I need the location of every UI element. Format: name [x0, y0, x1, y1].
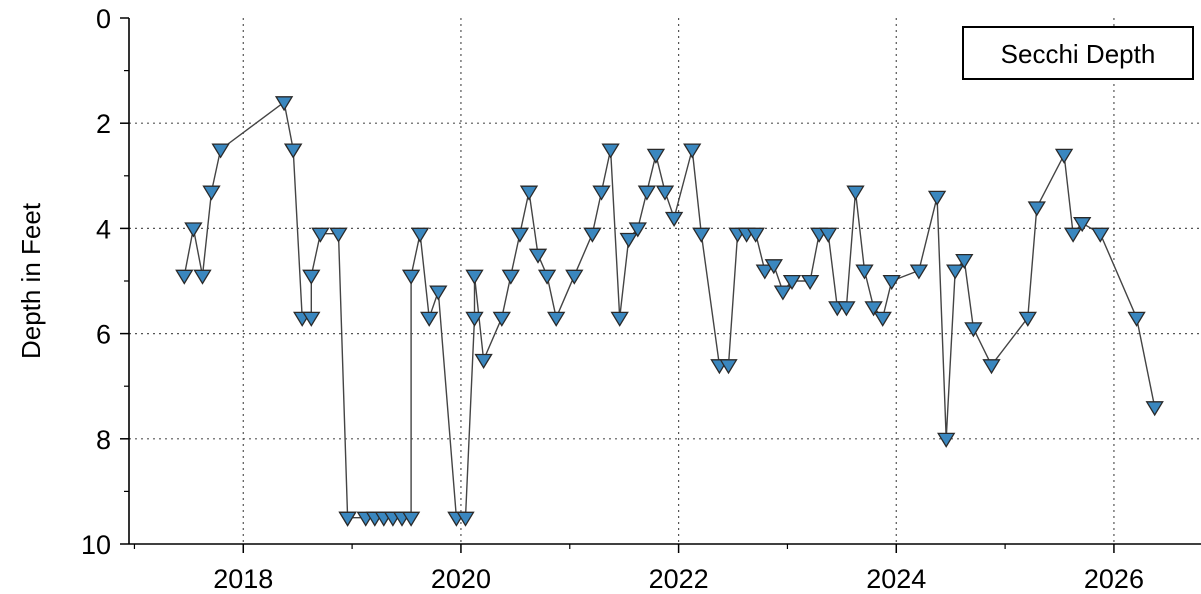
data-point: [537, 269, 557, 285]
data-point: [855, 264, 874, 280]
data-point: [429, 285, 448, 301]
data-point: [1027, 201, 1046, 217]
data-point: [664, 211, 684, 227]
data-point: [302, 311, 321, 327]
data-point: [755, 264, 774, 280]
data-point: [619, 232, 638, 248]
data-point: [1018, 311, 1037, 327]
grid-lines: [129, 18, 1201, 544]
data-point: [302, 269, 321, 285]
data-point: [1145, 401, 1164, 417]
data-point: [202, 185, 221, 201]
x-tick-label: 2024: [866, 564, 926, 594]
x-tick-label: 2020: [431, 564, 491, 594]
data-point: [565, 269, 584, 285]
data-point: [519, 185, 539, 201]
data-point: [284, 143, 303, 159]
data-point: [637, 185, 657, 201]
data-point: [338, 511, 357, 527]
data-point: [610, 311, 629, 327]
data-point: [465, 269, 484, 285]
data-point: [601, 143, 620, 159]
data-point: [456, 511, 475, 527]
data-point: [692, 227, 711, 243]
data-point: [501, 269, 520, 285]
data-point: [909, 264, 929, 280]
data-point: [683, 143, 702, 159]
data-point: [420, 311, 439, 327]
y-tick-label: 0: [96, 4, 111, 34]
x-tick-label: 2026: [1084, 564, 1144, 594]
data-point: [547, 311, 566, 327]
data-point: [846, 185, 865, 201]
x-tick-label: 2022: [649, 564, 709, 594]
data-point: [274, 96, 294, 112]
data-point: [510, 227, 530, 243]
data-point: [592, 185, 611, 201]
data-point: [819, 227, 838, 243]
data-point: [982, 359, 1001, 375]
data-point: [1091, 227, 1110, 243]
data-point: [655, 185, 675, 201]
data-point: [946, 264, 965, 280]
legend: Secchi Depth: [962, 26, 1194, 80]
data-point: [937, 432, 956, 448]
x-tick-label: 2018: [213, 564, 273, 594]
data-point: [927, 190, 947, 206]
series-line: [183, 100, 1156, 519]
legend-label: Secchi Depth: [1001, 39, 1156, 69]
data-point: [474, 353, 493, 369]
data-point: [746, 227, 765, 243]
data-point: [1063, 227, 1083, 243]
data-point: [646, 148, 666, 164]
y-tick-label: 2: [96, 109, 111, 139]
data-point: [864, 301, 883, 317]
data-point: [528, 248, 548, 264]
data-point: [964, 322, 983, 338]
y-tick-label: 4: [96, 214, 111, 244]
data-point: [628, 222, 647, 238]
data-point: [1073, 217, 1092, 233]
data-point: [800, 274, 820, 291]
data-point: [764, 259, 783, 275]
data-point: [1127, 311, 1146, 327]
data-point: [955, 253, 974, 270]
data-point: [837, 301, 856, 317]
data-point: [492, 311, 511, 327]
data-point: [175, 269, 194, 285]
series-markers: [175, 96, 1164, 527]
ticks: [120, 17, 1115, 553]
data-point: [401, 511, 421, 527]
y-axis-label: Depth in Feet: [16, 202, 46, 359]
data-point: [401, 269, 421, 285]
y-tick-label: 10: [81, 530, 111, 560]
data-point: [719, 359, 738, 375]
data-point: [773, 285, 793, 301]
data-point: [410, 227, 430, 243]
legend-box: [962, 26, 1194, 80]
data-point: [782, 274, 802, 291]
data-point: [583, 227, 602, 243]
data-point: [465, 311, 484, 327]
data-point: [184, 222, 203, 238]
data-point: [1054, 148, 1074, 164]
data-point: [329, 227, 348, 243]
data-point: [873, 311, 892, 327]
data-point: [311, 227, 330, 243]
data-point: [211, 143, 230, 159]
data-point: [193, 269, 212, 285]
y-tick-label: 6: [96, 320, 111, 350]
data-point: [882, 274, 901, 291]
y-tick-label: 8: [96, 425, 111, 455]
tick-labels: 2018 2020 2022 2024 2026 0 2 4 6 8 10: [81, 4, 1144, 594]
